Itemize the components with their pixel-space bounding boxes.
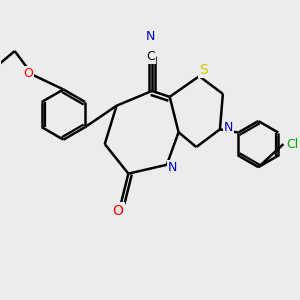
Text: N: N <box>146 30 155 43</box>
Text: S: S <box>199 63 208 77</box>
Text: N: N <box>168 161 177 174</box>
Text: N: N <box>224 122 233 134</box>
Text: C: C <box>146 50 155 64</box>
Text: O: O <box>23 67 33 80</box>
Text: Cl: Cl <box>286 138 298 151</box>
Text: O: O <box>112 203 124 218</box>
